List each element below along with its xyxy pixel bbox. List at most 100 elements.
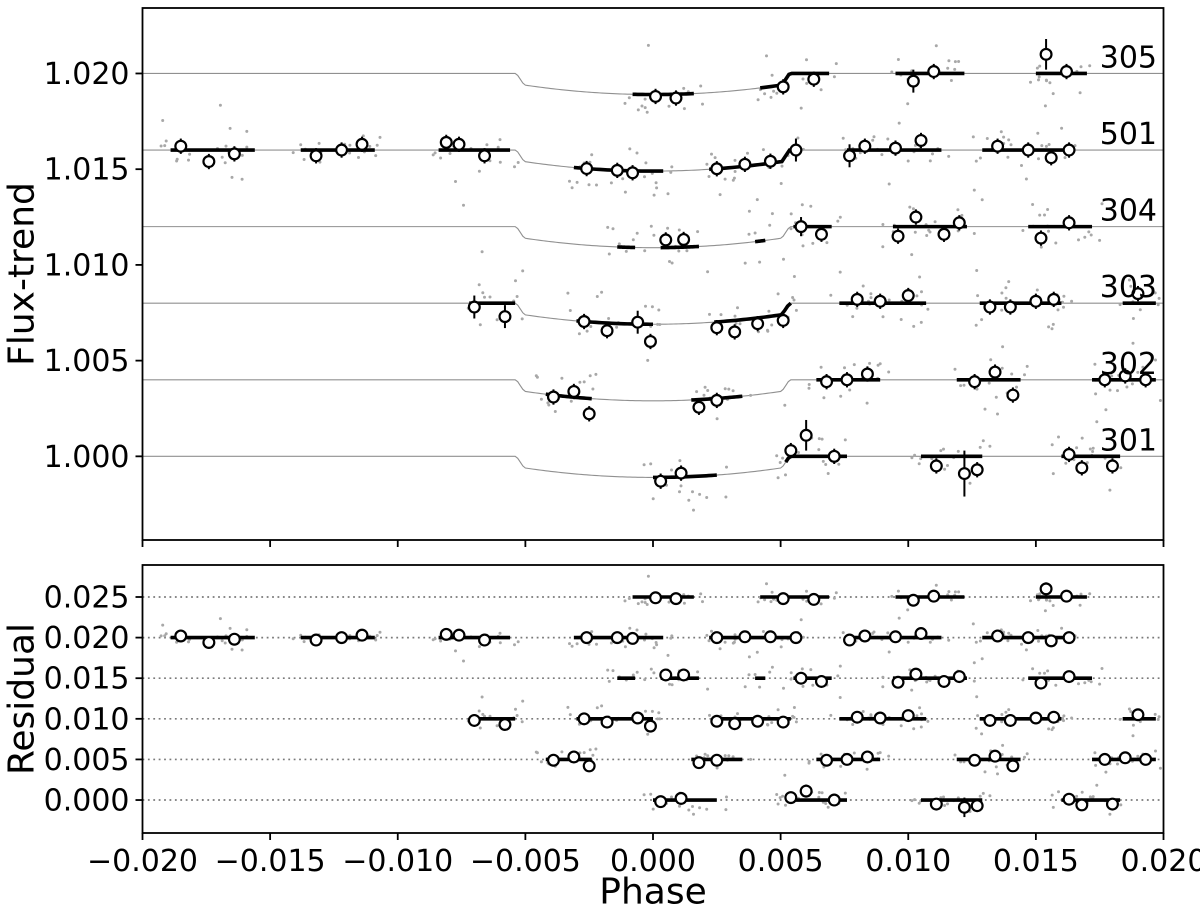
- raw-dot: [869, 292, 873, 296]
- binned-point-flux-305: [906, 74, 920, 88]
- raw-dot: [1100, 667, 1104, 670]
- raw-dot: [1051, 92, 1055, 96]
- raw-dot: [1131, 723, 1135, 727]
- raw-dot: [617, 242, 621, 246]
- binned-point-residual-302: [582, 759, 596, 773]
- raw-dot: [291, 151, 295, 155]
- raw-dot: [220, 155, 224, 159]
- binned-point-residual-304: [659, 668, 673, 682]
- raw-dot: [521, 699, 525, 703]
- raw-dot: [972, 679, 976, 683]
- binned-point-residual-501: [888, 630, 902, 644]
- raw-dot: [822, 396, 826, 400]
- raw-dot: [462, 659, 465, 663]
- raw-dot: [514, 707, 517, 711]
- raw-dot: [731, 755, 735, 759]
- binned-point-residual-305: [906, 593, 920, 607]
- raw-dot: [433, 637, 437, 641]
- raw-dot: [811, 683, 815, 687]
- raw-dot: [928, 230, 932, 234]
- raw-dot: [642, 793, 646, 797]
- raw-dot: [775, 454, 779, 458]
- raw-dot: [706, 754, 710, 758]
- raw-dot: [520, 317, 524, 321]
- raw-dot: [838, 664, 842, 668]
- raw-dot: [591, 753, 595, 757]
- raw-dot: [1091, 446, 1095, 450]
- binned-point-flux-501: [1044, 151, 1058, 165]
- raw-dot: [1023, 373, 1026, 377]
- raw-dot: [535, 751, 539, 755]
- raw-dot: [669, 636, 673, 640]
- raw-dot: [609, 641, 613, 645]
- raw-dot: [1108, 488, 1112, 492]
- raw-dot: [920, 712, 923, 716]
- raw-dot: [747, 655, 751, 659]
- raw-dot: [652, 193, 656, 197]
- raw-dot: [611, 669, 615, 673]
- raw-dot: [624, 249, 628, 253]
- binned-point-flux-501: [580, 162, 594, 176]
- raw-dot: [696, 230, 700, 234]
- raw-dot: [1098, 238, 1102, 242]
- raw-dot: [635, 151, 639, 155]
- raw-dot: [590, 630, 594, 634]
- binned-point-residual-501: [439, 627, 453, 641]
- raw-dot: [691, 490, 694, 494]
- raw-dot: [1088, 447, 1092, 451]
- raw-dot: [807, 383, 811, 386]
- raw-dot: [1048, 81, 1052, 85]
- raw-dot: [978, 156, 982, 160]
- raw-dot: [1036, 629, 1040, 632]
- raw-dot: [776, 476, 780, 480]
- raw-dot: [789, 227, 793, 231]
- raw-dot: [852, 363, 856, 367]
- binned-point-residual-305: [776, 592, 790, 606]
- raw-dot: [535, 375, 539, 379]
- raw-dot: [820, 791, 824, 795]
- raw-dot: [1004, 296, 1008, 300]
- raw-dot: [670, 634, 674, 638]
- raw-dot: [1047, 727, 1051, 731]
- raw-dot: [939, 449, 943, 453]
- raw-dot: [876, 363, 880, 367]
- raw-dot: [705, 633, 709, 637]
- axes: 1.000 1.005 1.010 1.015 1.020 −0.020 −0.015 −0.…: [44, 7, 1200, 879]
- raw-dot: [646, 574, 650, 578]
- raw-dot: [994, 395, 998, 399]
- raw-dot: [974, 323, 978, 327]
- raw-dot: [906, 608, 910, 612]
- raw-dot: [1136, 370, 1140, 374]
- raw-dot: [1061, 300, 1064, 304]
- raw-dot: [498, 631, 502, 635]
- raw-dot: [817, 791, 821, 794]
- raw-dot: [756, 600, 760, 604]
- binned-point-flux-303: [467, 300, 481, 314]
- raw-dot: [765, 54, 768, 58]
- binned-point-flux-501: [174, 139, 188, 153]
- raw-dot: [980, 657, 984, 661]
- raw-dot: [715, 766, 719, 770]
- raw-dot: [481, 291, 485, 295]
- raw-dot: [910, 456, 914, 460]
- raw-dot: [791, 296, 795, 299]
- raw-dot: [1085, 461, 1089, 465]
- raw-dot: [861, 710, 865, 713]
- raw-dot: [651, 807, 655, 811]
- raw-dot: [628, 147, 632, 151]
- raw-dot: [291, 637, 295, 641]
- raw-dot: [644, 304, 647, 308]
- binned-point-flux-301: [654, 474, 668, 488]
- raw-dot: [707, 175, 711, 178]
- raw-dot: [972, 661, 976, 665]
- raw-dot: [797, 451, 800, 454]
- raw-dot: [865, 767, 869, 771]
- binned-point-flux-501: [763, 154, 777, 168]
- raw-dot: [654, 181, 658, 185]
- raw-dot: [919, 320, 923, 324]
- binned-point-residual-303: [577, 712, 591, 726]
- raw-data-dots-residual: [159, 574, 1162, 816]
- raw-dot: [756, 98, 760, 102]
- raw-dot: [926, 719, 930, 723]
- raw-dot: [480, 695, 484, 699]
